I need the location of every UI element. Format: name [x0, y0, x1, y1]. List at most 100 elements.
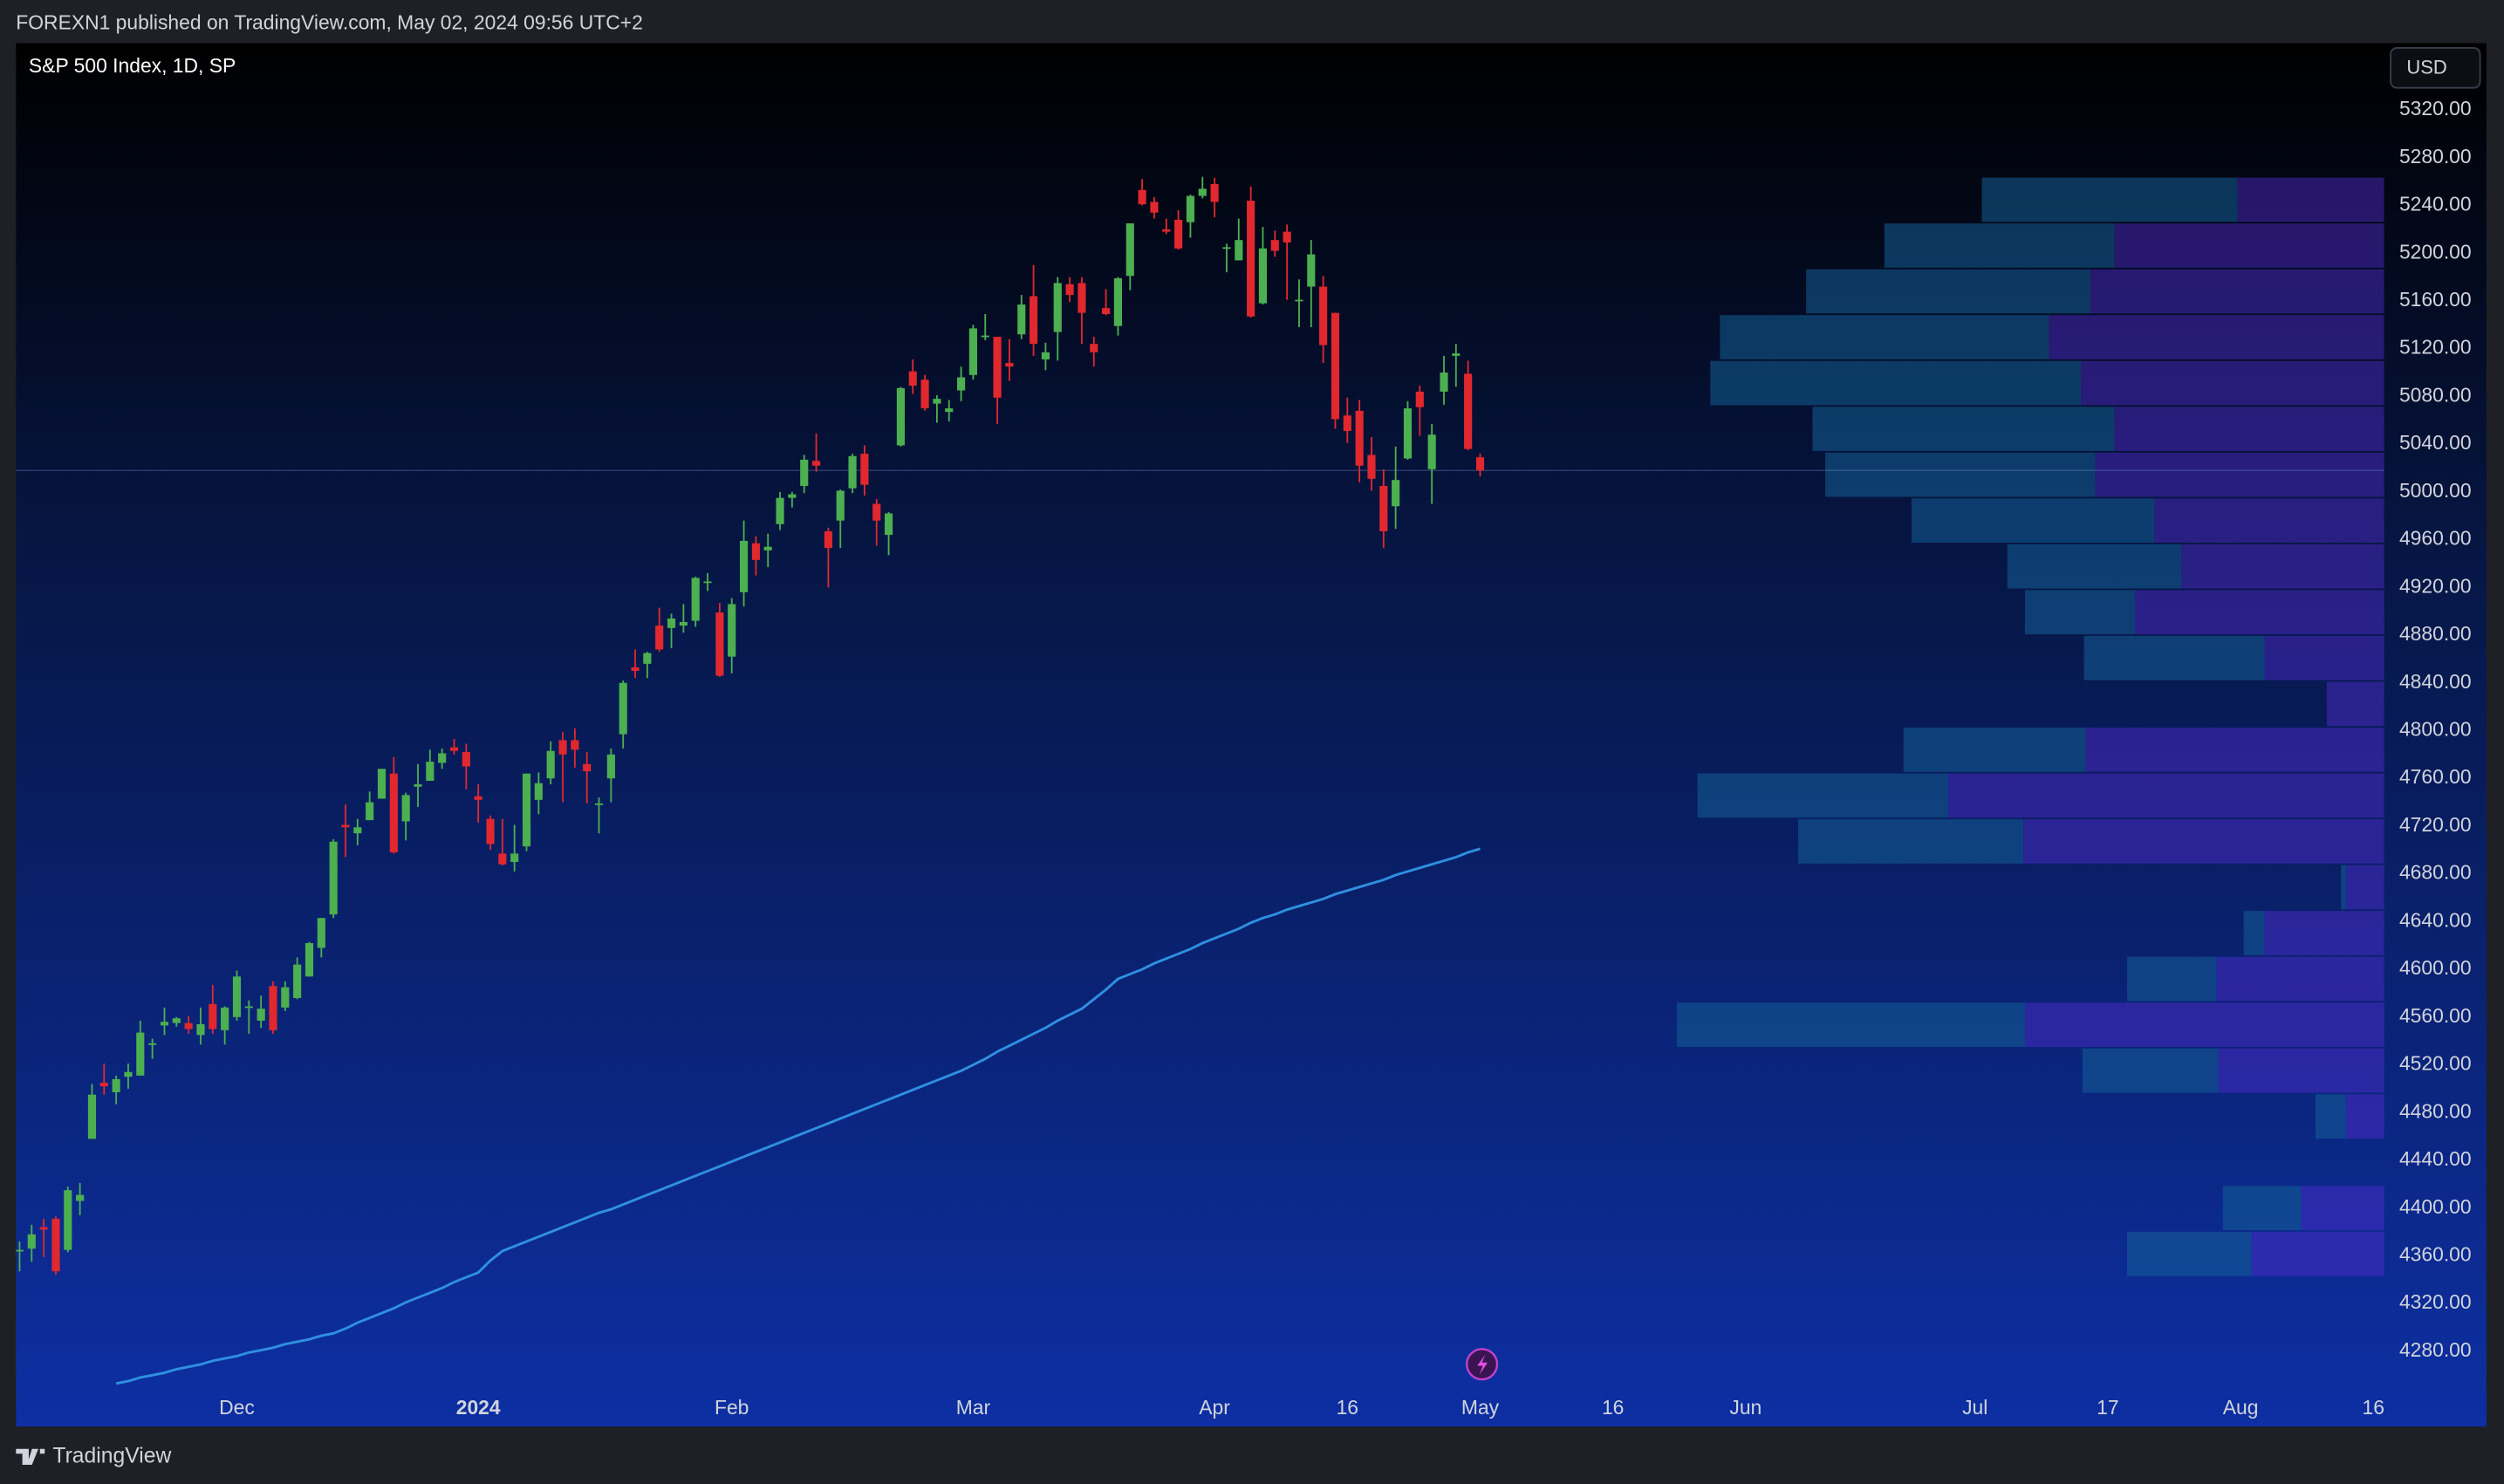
- candle-body: [136, 1032, 145, 1076]
- candle-body: [184, 1022, 193, 1029]
- candle-body: [606, 754, 615, 779]
- profile-up-bar: [2024, 590, 2136, 635]
- candle-body: [1198, 188, 1207, 196]
- candle-body: [353, 827, 362, 834]
- candle-body: [87, 1094, 97, 1139]
- profile-down-bar: [2049, 315, 2384, 359]
- x-tick-label: Jul: [1962, 1396, 1987, 1419]
- candle-body: [148, 1043, 157, 1045]
- candle-body: [1235, 240, 1243, 261]
- candle-body: [594, 803, 604, 805]
- candle-body: [679, 621, 688, 626]
- candle-body: [896, 387, 905, 446]
- profile-up-bar: [1981, 177, 2238, 222]
- candle-body: [232, 976, 242, 1017]
- candle-body: [16, 1249, 24, 1252]
- x-tick-label: 2024: [456, 1396, 501, 1419]
- candle-body: [172, 1018, 181, 1023]
- y-tick-label: 4640.00: [2399, 908, 2472, 931]
- candle-body: [39, 1227, 48, 1230]
- x-tick-label: Jun: [1729, 1396, 1762, 1419]
- profile-down-bar: [2326, 681, 2384, 727]
- candle-body: [1078, 283, 1086, 313]
- lightning-icon[interactable]: [1465, 1348, 1499, 1381]
- candle-body: [1464, 373, 1473, 449]
- candle-body: [1162, 229, 1171, 232]
- profile-down-bar: [2114, 407, 2384, 451]
- y-tick-label: 5120.00: [2399, 336, 2472, 359]
- candle-body: [1113, 277, 1123, 326]
- candle-body: [558, 740, 567, 755]
- candle-body: [631, 667, 640, 672]
- candle-body: [1343, 415, 1351, 432]
- y-tick-label: 5280.00: [2399, 145, 2472, 168]
- x-axis: Dec 2024 Feb Mar Apr 16 May 16 Jun Jul 17 Aug 16: [219, 1396, 2384, 1419]
- candle-body: [957, 377, 966, 391]
- currency-label: USD: [2406, 57, 2446, 79]
- y-tick-label: 4680.00: [2399, 861, 2472, 884]
- candle-body: [920, 380, 929, 409]
- y-tick-label: 5320.00: [2399, 97, 2472, 120]
- candle-body: [667, 618, 676, 628]
- x-tick-label: May: [1461, 1396, 1500, 1419]
- profile-up-bar: [1720, 315, 2049, 359]
- candle-body: [1295, 299, 1303, 302]
- candle-body: [1307, 254, 1316, 287]
- y-tick-label: 4600.00: [2399, 956, 2472, 979]
- footer-logo: TradingView: [16, 1444, 171, 1467]
- candle-body: [981, 335, 989, 338]
- publish-info: FOREXN1 published on TradingView.com, Ma…: [16, 11, 643, 34]
- candle-body: [824, 530, 832, 549]
- candle-body: [908, 371, 917, 386]
- profile-up-bar: [2083, 635, 2265, 680]
- y-tick-label: 4440.00: [2399, 1147, 2472, 1170]
- y-tick-label: 4920.00: [2399, 574, 2472, 597]
- profile-down-bar: [2216, 956, 2384, 1002]
- candle-body: [1379, 486, 1388, 531]
- x-tick-label: 16: [1337, 1396, 1358, 1419]
- y-tick-label: 4360.00: [2399, 1242, 2472, 1265]
- candle-body: [389, 773, 398, 853]
- profile-down-bar: [2080, 360, 2384, 406]
- candle-body: [728, 604, 736, 657]
- x-tick-label: Dec: [219, 1396, 255, 1419]
- profile-up-bar: [2082, 1048, 2219, 1093]
- candle-body: [751, 543, 760, 560]
- currency-button[interactable]: [2390, 47, 2481, 89]
- candle-body: [945, 408, 954, 413]
- y-tick-label: 4760.00: [2399, 765, 2472, 788]
- candle-body: [534, 783, 543, 800]
- y-tick-label: 4400.00: [2399, 1195, 2472, 1218]
- candle-body: [811, 461, 821, 466]
- candle-body: [691, 578, 700, 621]
- candle-body: [1186, 195, 1195, 222]
- y-tick-label: 5160.00: [2399, 288, 2472, 311]
- candle-body: [1403, 408, 1413, 459]
- x-tick-label: Feb: [715, 1396, 749, 1419]
- candle-body: [209, 1003, 217, 1029]
- profile-up-bar: [2341, 865, 2346, 910]
- candle-body: [848, 455, 857, 489]
- candle-body: [510, 853, 519, 862]
- candle-body: [112, 1078, 120, 1093]
- y-tick-label: 5240.00: [2399, 193, 2472, 215]
- profile-up-bar: [1710, 360, 2081, 406]
- candle-body: [583, 763, 592, 771]
- candle-body: [1102, 308, 1111, 314]
- profile-up-bar: [2127, 956, 2217, 1002]
- candle-body: [317, 918, 325, 948]
- candle-body: [1065, 284, 1074, 296]
- candle-body: [968, 328, 977, 375]
- candle-body: [124, 1071, 133, 1077]
- profile-up-bar: [1812, 407, 2115, 451]
- x-tick-label: Mar: [956, 1396, 991, 1419]
- profile-up-bar: [1825, 452, 2096, 497]
- candle-body: [643, 653, 652, 664]
- candle-body: [1030, 296, 1038, 345]
- candle-body: [619, 682, 627, 735]
- profile-up-bar: [1884, 223, 2115, 268]
- icon-bolt: [1477, 1354, 1488, 1375]
- y-tick-label: 4520.00: [2399, 1052, 2472, 1075]
